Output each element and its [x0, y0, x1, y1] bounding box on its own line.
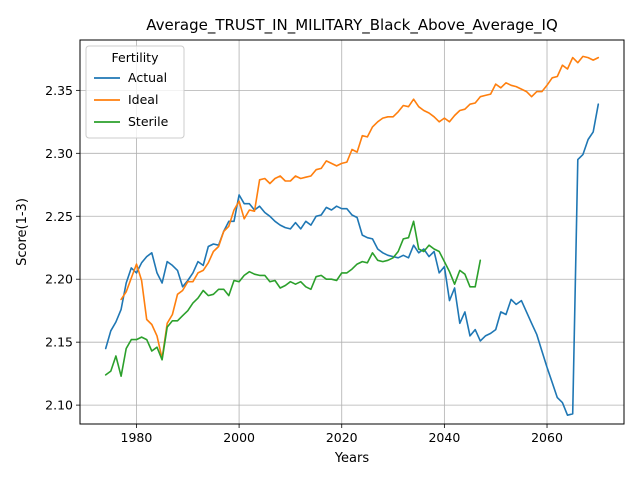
legend-label-sterile: Sterile	[128, 114, 169, 129]
series-line-actual	[104, 103, 600, 417]
x-tick-label: 2000	[223, 430, 255, 445]
series-line-ideal	[120, 55, 600, 360]
y-axis-label: Score(1-3)	[15, 198, 30, 266]
series-lines	[104, 55, 600, 417]
grid-lines	[80, 40, 624, 424]
y-tick-label: 2.30	[45, 146, 73, 161]
x-tick-label: 2020	[326, 430, 358, 445]
y-axis-ticks: 2.10 2.15 2.20 2.25 2.30 2.35	[45, 83, 80, 413]
y-tick-label: 2.20	[45, 272, 73, 287]
x-tick-label: 2060	[531, 430, 563, 445]
legend-entries: Actual Ideal Sterile	[94, 70, 169, 129]
chart-title: Average_TRUST_IN_MILITARY_Black_Above_Av…	[146, 16, 558, 35]
series-line-sterile	[104, 220, 482, 378]
legend-box	[85, 45, 185, 139]
legend-label-actual: Actual	[128, 70, 167, 85]
legend-label-ideal: Ideal	[128, 92, 158, 107]
x-axis-label: Years	[334, 451, 370, 466]
legend-title: Fertility	[112, 50, 160, 65]
y-tick-label: 2.15	[45, 335, 73, 350]
x-tick-label: 1980	[121, 430, 153, 445]
x-tick-label: 2040	[428, 430, 460, 445]
x-axis-ticks: 1980 2000 2020 2040 2060	[121, 424, 563, 445]
y-tick-label: 2.10	[45, 398, 73, 413]
plot-area-frame	[79, 39, 625, 425]
y-tick-label: 2.25	[45, 209, 73, 224]
y-tick-label: 2.35	[45, 83, 73, 98]
legend: Fertility Actual Ideal Sterile	[85, 45, 185, 139]
